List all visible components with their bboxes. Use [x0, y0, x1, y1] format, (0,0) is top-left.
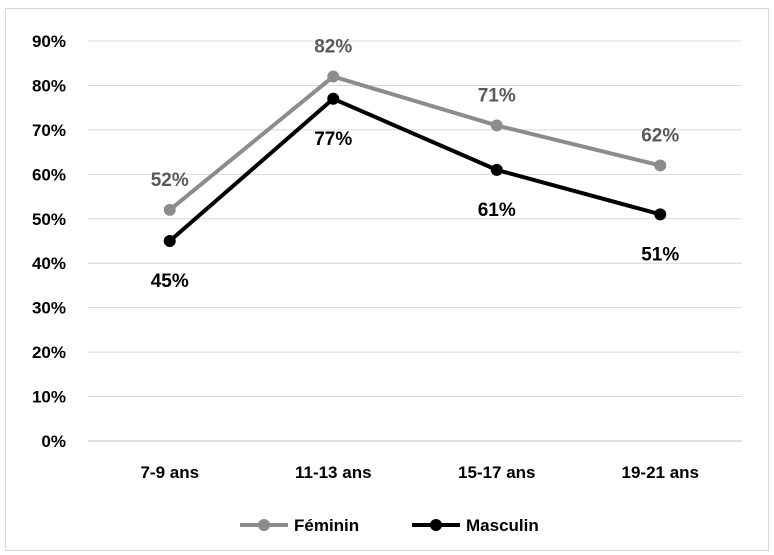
data-label: 77% [314, 129, 352, 150]
data-label: 52% [151, 170, 189, 191]
data-labels: 52% 82% 71% 62% 45% 77% 61% 51% [151, 37, 680, 292]
data-point [490, 163, 503, 176]
y-tick-label: 20% [32, 343, 66, 362]
y-tick-label: 60% [32, 165, 66, 184]
y-tick-label: 10% [32, 388, 66, 407]
data-label: 51% [641, 244, 679, 265]
legend-label-feminin: Féminin [294, 516, 359, 535]
data-point [654, 159, 667, 172]
y-tick-label: 90% [32, 32, 66, 51]
x-tick-label: 11-13 ans [295, 463, 372, 482]
data-label: 71% [478, 85, 516, 106]
y-tick-label: 0% [41, 432, 66, 451]
data-label: 61% [478, 200, 516, 221]
data-point [163, 203, 176, 216]
x-tick-label: 7-9 ans [140, 463, 199, 482]
y-tick-label: 70% [32, 121, 66, 140]
y-axis-tick-labels: 0% 10% 20% 30% 40% 50% 60% 70% 80% 90% [32, 32, 66, 451]
chart-frame [5, 8, 769, 551]
data-point [327, 70, 340, 83]
data-point [163, 235, 176, 247]
y-tick-label: 30% [32, 299, 66, 318]
x-tick-label: 15-17 ans [458, 463, 536, 482]
y-tick-label: 50% [32, 210, 66, 229]
data-point [654, 208, 667, 221]
data-label: 62% [641, 125, 679, 146]
data-label: 45% [151, 271, 189, 292]
legend-label-masculin: Masculin [466, 516, 539, 535]
series-line-feminin [168, 74, 661, 212]
x-axis-tick-labels: 7-9 ans 11-13 ans 15-17 ans 19-21 ans [140, 463, 699, 482]
legend-swatch-masculin-marker [430, 519, 442, 531]
y-tick-label: 40% [32, 254, 66, 273]
x-tick-label: 19-21 ans [622, 463, 700, 482]
legend: Féminin Masculin [240, 516, 539, 535]
data-label: 82% [314, 37, 352, 58]
series-line-masculin [168, 96, 661, 243]
legend-swatch-feminin-marker [258, 519, 270, 531]
series-lines [163, 70, 667, 247]
data-point [327, 92, 340, 105]
grid-lines [88, 40, 742, 442]
y-tick-label: 80% [32, 76, 66, 95]
data-point [490, 119, 503, 132]
